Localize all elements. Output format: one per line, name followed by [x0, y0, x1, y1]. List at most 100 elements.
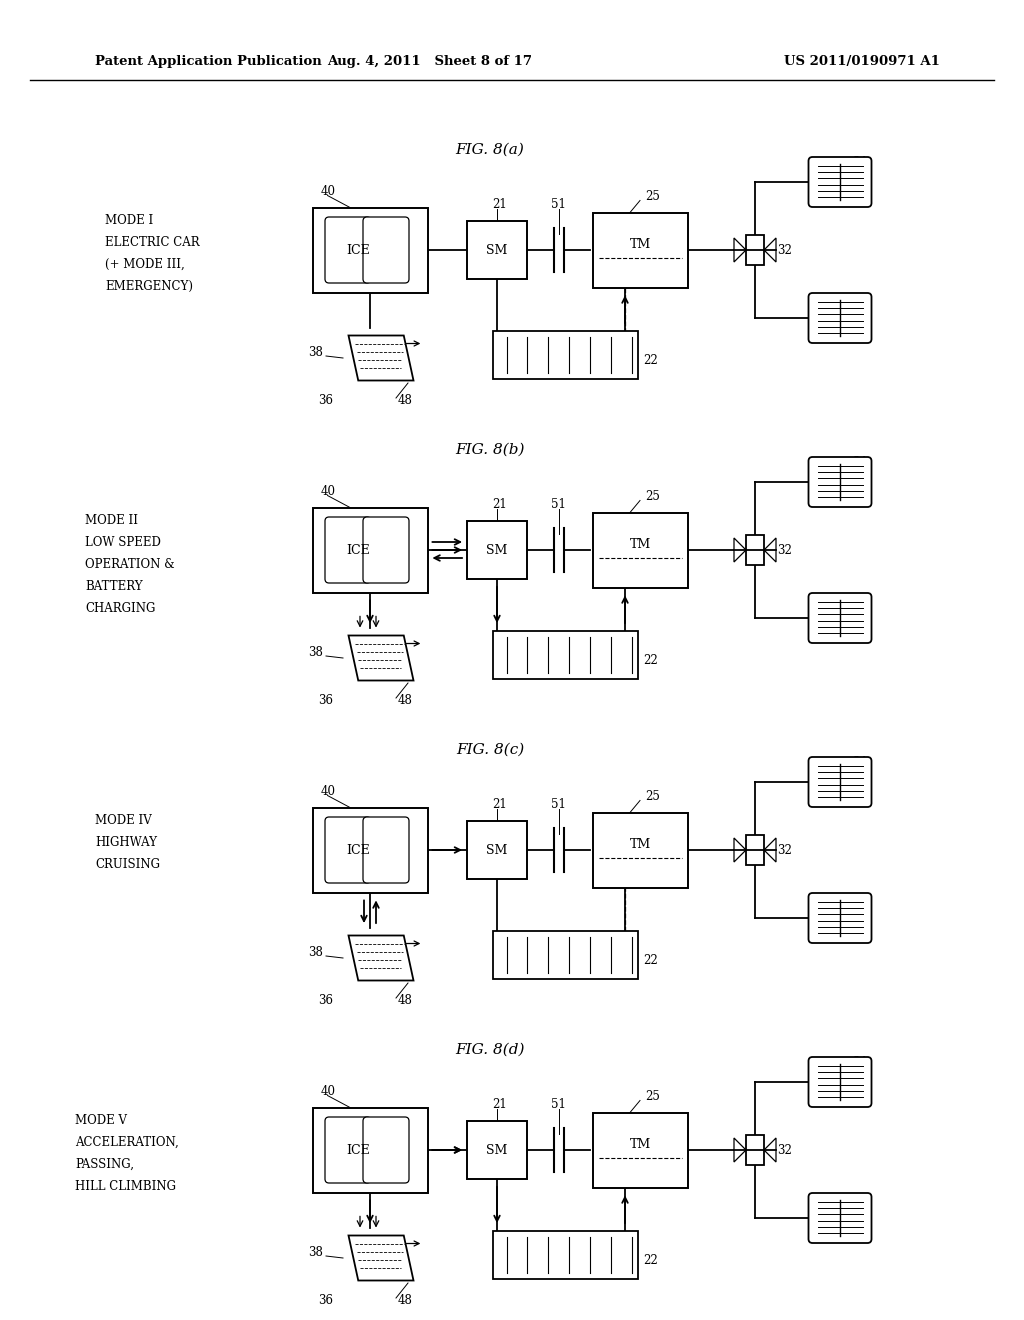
- Polygon shape: [734, 539, 746, 562]
- Text: SM: SM: [486, 544, 508, 557]
- Bar: [746, 535, 764, 565]
- Text: BATTERY: BATTERY: [85, 579, 142, 593]
- Polygon shape: [764, 838, 776, 862]
- Text: 34: 34: [848, 916, 863, 929]
- Text: LOW SPEED: LOW SPEED: [85, 536, 161, 549]
- Polygon shape: [348, 1236, 414, 1280]
- Text: 25: 25: [645, 490, 659, 503]
- Bar: [312, 507, 427, 593]
- Text: TM: TM: [630, 1138, 650, 1151]
- Text: 34: 34: [848, 1217, 863, 1229]
- Polygon shape: [764, 1138, 776, 1162]
- FancyBboxPatch shape: [809, 157, 871, 207]
- Bar: [312, 207, 427, 293]
- Bar: [493, 1232, 638, 1279]
- Bar: [493, 931, 638, 979]
- Text: CHARGING: CHARGING: [85, 602, 156, 615]
- Text: 40: 40: [321, 1085, 336, 1098]
- FancyBboxPatch shape: [809, 894, 871, 942]
- Text: HIGHWAY: HIGHWAY: [95, 836, 157, 849]
- FancyBboxPatch shape: [325, 216, 371, 282]
- Text: 22: 22: [643, 653, 658, 667]
- Polygon shape: [734, 238, 746, 261]
- Text: ELECTRIC CAR: ELECTRIC CAR: [105, 235, 200, 248]
- Bar: [746, 1135, 764, 1166]
- FancyBboxPatch shape: [325, 817, 371, 883]
- Text: 32: 32: [777, 243, 792, 256]
- Text: 21: 21: [492, 198, 507, 211]
- Text: US 2011/0190971 A1: US 2011/0190971 A1: [784, 55, 940, 69]
- Text: (+ MODE III,: (+ MODE III,: [105, 257, 184, 271]
- Polygon shape: [348, 936, 414, 981]
- Text: 34: 34: [852, 755, 867, 768]
- Text: 36: 36: [318, 994, 333, 1006]
- Bar: [746, 235, 764, 265]
- Text: ACCELERATION,: ACCELERATION,: [75, 1135, 179, 1148]
- Text: FIG. 8(a): FIG. 8(a): [456, 143, 524, 157]
- Polygon shape: [734, 838, 746, 862]
- Text: ICE: ICE: [346, 1143, 370, 1156]
- Text: CRUISING: CRUISING: [95, 858, 160, 870]
- Text: ICE: ICE: [346, 843, 370, 857]
- FancyBboxPatch shape: [362, 1117, 409, 1183]
- Bar: [593, 1113, 687, 1188]
- Text: 34: 34: [852, 1056, 867, 1068]
- Text: 36: 36: [318, 393, 333, 407]
- Text: 22: 22: [643, 953, 658, 966]
- Text: SM: SM: [486, 1143, 508, 1156]
- Text: PASSING,: PASSING,: [75, 1158, 134, 1171]
- Text: Patent Application Publication: Patent Application Publication: [95, 55, 322, 69]
- Text: 48: 48: [398, 393, 413, 407]
- Polygon shape: [348, 635, 414, 681]
- Text: 34: 34: [852, 455, 867, 469]
- Polygon shape: [764, 539, 776, 562]
- FancyBboxPatch shape: [809, 756, 871, 807]
- Text: TM: TM: [630, 239, 650, 252]
- FancyBboxPatch shape: [809, 1193, 871, 1243]
- Text: 22: 22: [643, 354, 658, 367]
- FancyBboxPatch shape: [809, 457, 871, 507]
- Text: 51: 51: [551, 198, 566, 211]
- Polygon shape: [734, 1138, 746, 1162]
- Text: 34: 34: [852, 156, 867, 169]
- Text: 32: 32: [777, 544, 792, 557]
- Text: 38: 38: [308, 647, 323, 660]
- Bar: [493, 631, 638, 678]
- FancyBboxPatch shape: [362, 517, 409, 583]
- FancyBboxPatch shape: [809, 293, 871, 343]
- Bar: [467, 220, 527, 279]
- Text: 38: 38: [308, 946, 323, 960]
- Text: MODE V: MODE V: [75, 1114, 127, 1126]
- Text: FIG. 8(c): FIG. 8(c): [456, 743, 524, 756]
- Text: 21: 21: [492, 1098, 507, 1111]
- FancyBboxPatch shape: [362, 817, 409, 883]
- Text: 48: 48: [398, 994, 413, 1006]
- FancyBboxPatch shape: [325, 517, 371, 583]
- Text: OPERATION &: OPERATION &: [85, 557, 175, 570]
- Text: 40: 40: [321, 185, 336, 198]
- Text: FIG. 8(d): FIG. 8(d): [456, 1043, 524, 1057]
- Bar: [593, 213, 687, 288]
- Bar: [593, 813, 687, 887]
- Text: FIG. 8(b): FIG. 8(b): [456, 444, 524, 457]
- Bar: [312, 808, 427, 892]
- Text: 25: 25: [645, 190, 659, 203]
- FancyBboxPatch shape: [362, 216, 409, 282]
- FancyBboxPatch shape: [325, 1117, 371, 1183]
- Text: 36: 36: [318, 693, 333, 706]
- Text: SM: SM: [486, 243, 508, 256]
- Bar: [467, 521, 527, 579]
- Text: 48: 48: [398, 1294, 413, 1307]
- Polygon shape: [764, 238, 776, 261]
- Bar: [467, 821, 527, 879]
- Text: 25: 25: [645, 1090, 659, 1104]
- Text: 25: 25: [645, 789, 659, 803]
- Text: 34: 34: [848, 616, 863, 630]
- Text: 21: 21: [492, 799, 507, 812]
- Text: ICE: ICE: [346, 243, 370, 256]
- Text: HILL CLIMBING: HILL CLIMBING: [75, 1180, 176, 1192]
- Text: 48: 48: [398, 693, 413, 706]
- Bar: [467, 1121, 527, 1179]
- FancyBboxPatch shape: [809, 1057, 871, 1107]
- Text: MODE II: MODE II: [85, 513, 138, 527]
